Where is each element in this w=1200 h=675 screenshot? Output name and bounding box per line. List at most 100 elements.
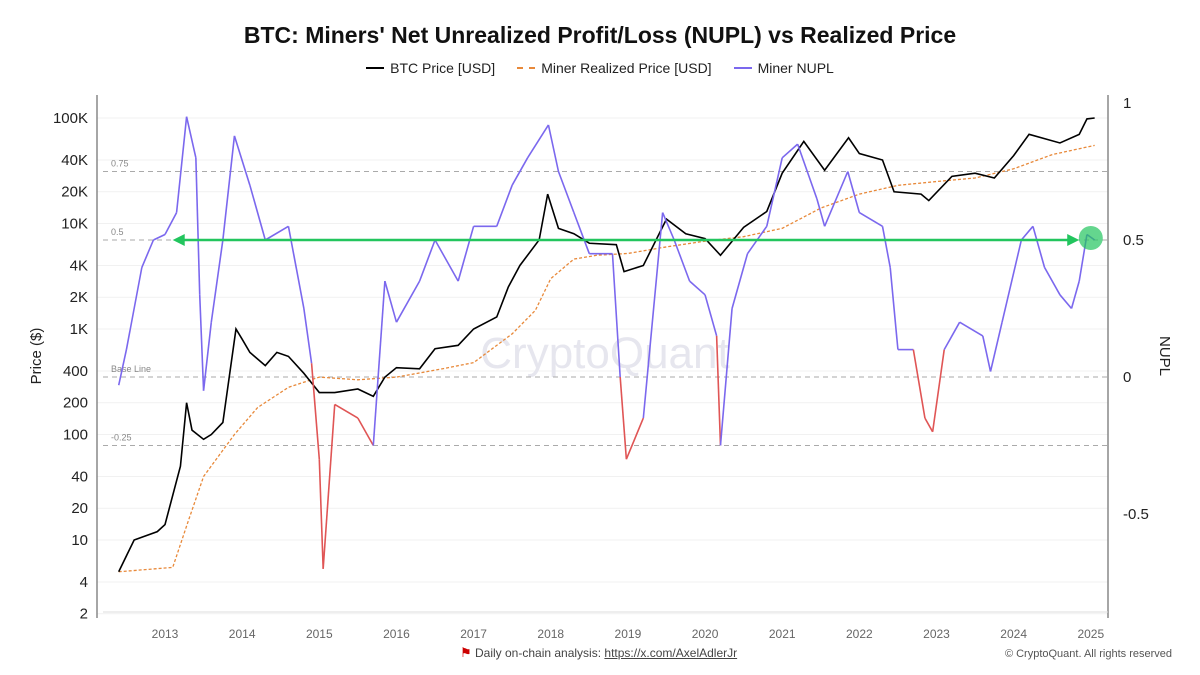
nupl-segment xyxy=(889,267,899,350)
x-tick-label: 2017 xyxy=(460,627,487,641)
x-tick-label: 2015 xyxy=(306,627,333,641)
nupl-segment xyxy=(384,280,398,323)
x-tick-label: 2014 xyxy=(229,627,256,641)
reference-line-label: -0.25 xyxy=(111,433,132,443)
series-miner-realized-price xyxy=(118,144,1095,573)
x-tick-label: 2016 xyxy=(383,627,410,641)
nupl-segment xyxy=(511,157,529,186)
y2-axis-label: NUPL xyxy=(1156,336,1173,376)
reference-line-label: 0.75 xyxy=(111,159,129,169)
nupl-segment xyxy=(287,226,305,309)
nupl-segment xyxy=(249,184,267,241)
nupl-segment xyxy=(1032,226,1046,268)
x-tick-label: 2024 xyxy=(1000,627,1027,641)
nupl-segment xyxy=(619,376,628,460)
nupl-segment xyxy=(823,171,849,227)
highlight-circle xyxy=(1078,226,1103,250)
y-axis-label: Price ($) xyxy=(28,328,45,385)
nupl-segment xyxy=(715,335,722,446)
nupl-segment xyxy=(625,417,645,460)
y-tick-label: 40 xyxy=(71,468,88,485)
nupl-segment xyxy=(195,157,201,295)
nupl-segment xyxy=(1020,225,1034,241)
nupl-segment xyxy=(222,135,236,241)
nupl-segment xyxy=(547,124,560,172)
y2-tick-label: -0.5 xyxy=(1123,506,1149,523)
nupl-segment xyxy=(1070,280,1080,309)
chart-title: BTC: Miners' Net Unrealized Profit/Loss … xyxy=(243,22,957,48)
flag-icon: ⚑ xyxy=(460,645,472,660)
nupl-segment xyxy=(661,212,675,241)
nupl-segment xyxy=(117,349,128,386)
nupl-segment xyxy=(959,321,984,337)
analysis-link[interactable]: https://x.com/AxelAdlerJr xyxy=(604,646,738,660)
nupl-segment xyxy=(704,294,718,337)
nupl-segment xyxy=(719,308,733,446)
y2-tick-label: 0.5 xyxy=(1123,232,1144,249)
nupl-segment xyxy=(573,212,591,254)
nupl-segment xyxy=(1059,294,1073,310)
nupl-segment xyxy=(765,157,783,227)
y-tick-label: 40K xyxy=(61,152,88,169)
nupl-segment xyxy=(642,212,664,419)
nupl-segment xyxy=(943,321,961,350)
nupl-segment xyxy=(164,212,178,235)
y-tick-label: 4K xyxy=(70,257,88,274)
nupl-segment xyxy=(185,116,197,158)
nupl-segment xyxy=(125,267,143,350)
y-tick-label: 10K xyxy=(61,216,88,233)
reference-line-label: Base Line xyxy=(111,364,151,374)
legend-item-btc-price[interactable]: BTC Price [USD] xyxy=(366,60,495,76)
nupl-segment xyxy=(175,116,188,213)
arrow-right-head-icon xyxy=(1067,234,1080,246)
y-tick-label: 2K xyxy=(70,289,88,306)
nupl-segment xyxy=(395,280,421,323)
nupl-segment xyxy=(816,198,826,227)
nupl-segment xyxy=(202,322,213,391)
y-tick-label: 1K xyxy=(70,321,88,338)
nupl-segment xyxy=(141,239,155,268)
nupl-segment xyxy=(210,239,224,323)
nupl-segment xyxy=(495,184,513,227)
x-tick-label: 2022 xyxy=(846,627,873,641)
nupl-segment xyxy=(982,335,992,372)
nupl-segment xyxy=(781,143,799,159)
x-tick-label: 2025 xyxy=(1077,627,1104,641)
nupl-segment xyxy=(1043,267,1061,296)
copyright: © CryptoQuant. All rights reserved xyxy=(1004,648,1172,660)
arrow-left-head-icon xyxy=(172,234,185,246)
x-tick-label: 2023 xyxy=(923,627,950,641)
y2-tick-label: 0 xyxy=(1123,369,1131,386)
nupl-segment xyxy=(153,233,166,241)
footer-analysis: ⚑ Daily on-chain analysis: https://x.com… xyxy=(460,645,738,660)
nupl-segment xyxy=(912,349,926,419)
series-miner-nupl xyxy=(117,116,1096,569)
nupl-segment xyxy=(233,135,251,186)
y-tick-label: 400 xyxy=(63,363,88,380)
nupl-segment xyxy=(847,171,861,213)
nupl-segment xyxy=(796,143,818,200)
nupl-segment xyxy=(303,308,313,364)
nupl-segment xyxy=(198,294,205,391)
x-tick-label: 2013 xyxy=(152,627,179,641)
series-btc-price xyxy=(117,117,1095,573)
legend-item-miner-nupl[interactable]: Miner NUPL xyxy=(733,60,834,76)
nupl-segment xyxy=(264,225,289,241)
nupl-segment xyxy=(673,239,691,282)
reference-line-label: 0.5 xyxy=(111,227,124,237)
nupl-segment xyxy=(931,349,946,432)
nupl-segment xyxy=(858,211,883,227)
nupl-segment xyxy=(881,226,891,268)
y-tick-label: 20K xyxy=(61,184,88,201)
nupl-segment xyxy=(689,280,706,296)
nupl-segment xyxy=(334,403,359,419)
y-tick-label: 20 xyxy=(71,500,88,517)
watermark: CryptoQuant xyxy=(480,329,729,378)
legend-item-miner-realized-price[interactable]: Miner Realized Price [USD] xyxy=(517,60,712,76)
x-tick-label: 2018 xyxy=(537,627,564,641)
nupl-segment xyxy=(318,459,324,569)
nupl-segment xyxy=(310,363,321,460)
y-tick-label: 100K xyxy=(53,110,88,127)
y-tick-label: 4 xyxy=(80,574,88,591)
nupl-segment xyxy=(418,239,436,282)
